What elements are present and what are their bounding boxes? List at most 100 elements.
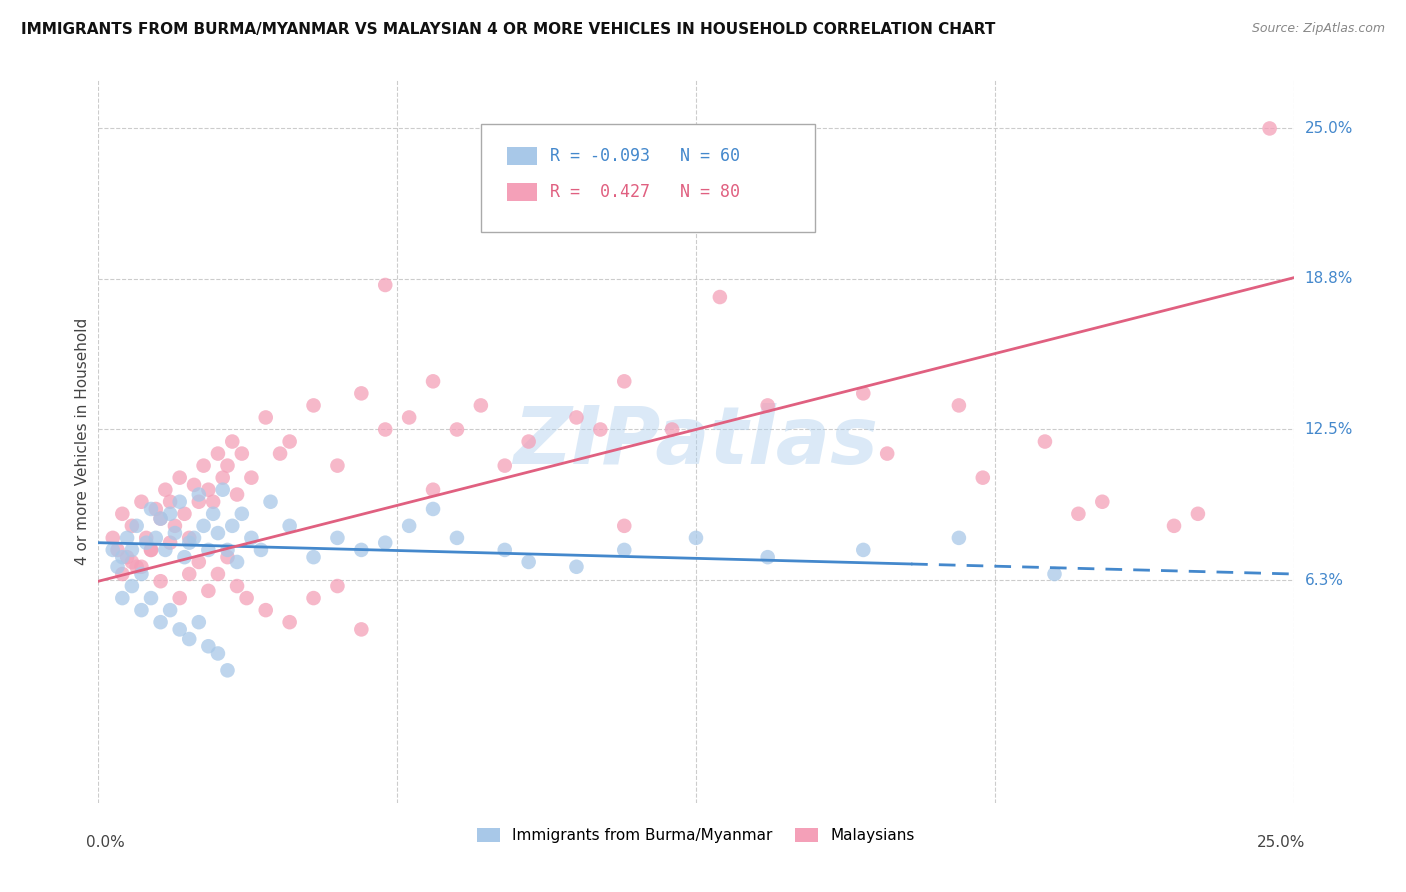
Point [422, 374, 444, 388]
Point [226, 555, 249, 569]
Point [1258, 121, 1281, 136]
Point [326, 458, 349, 473]
Point [517, 434, 540, 449]
Text: 25.0%: 25.0% [1257, 835, 1306, 850]
Point [589, 422, 612, 436]
Point [163, 518, 186, 533]
Point [350, 623, 373, 637]
Point [250, 542, 273, 557]
Point [149, 511, 172, 525]
Point [207, 446, 229, 460]
Point [101, 531, 124, 545]
Point [131, 567, 153, 582]
Text: Source: ZipAtlas.com: Source: ZipAtlas.com [1251, 22, 1385, 36]
Point [125, 559, 148, 574]
Point [1187, 507, 1209, 521]
Point [187, 615, 209, 630]
Point [187, 555, 209, 569]
Point [326, 531, 349, 545]
Point [613, 542, 636, 557]
Point [145, 502, 167, 516]
Point [131, 603, 153, 617]
Point [163, 526, 186, 541]
Point [326, 579, 349, 593]
Point [183, 478, 205, 492]
Point [197, 583, 219, 598]
Point [107, 542, 129, 557]
Text: R = -0.093   N = 60: R = -0.093 N = 60 [550, 147, 740, 165]
Point [217, 542, 239, 557]
Legend: Immigrants from Burma/Myanmar, Malaysians: Immigrants from Burma/Myanmar, Malaysian… [471, 822, 921, 849]
Point [852, 542, 875, 557]
Point [125, 518, 148, 533]
Point [217, 550, 239, 565]
Point [374, 277, 396, 292]
Point [446, 531, 468, 545]
Point [972, 470, 994, 484]
Point [183, 531, 205, 545]
Point [197, 639, 219, 653]
Point [565, 410, 588, 425]
Point [145, 531, 167, 545]
Point [494, 542, 516, 557]
Point [211, 470, 233, 484]
Point [121, 579, 143, 593]
Point [187, 494, 209, 508]
Point [159, 507, 181, 521]
Point [155, 483, 177, 497]
Point [193, 518, 215, 533]
Point [254, 410, 277, 425]
Point [159, 535, 181, 549]
Point [948, 531, 970, 545]
Point [240, 531, 263, 545]
Point [173, 550, 195, 565]
Text: R =  0.427   N = 80: R = 0.427 N = 80 [550, 183, 740, 202]
Point [685, 531, 707, 545]
Point [169, 623, 191, 637]
Point [159, 603, 181, 617]
Point [240, 470, 263, 484]
Point [207, 647, 229, 661]
Text: IMMIGRANTS FROM BURMA/MYANMAR VS MALAYSIAN 4 OR MORE VEHICLES IN HOUSEHOLD CORRE: IMMIGRANTS FROM BURMA/MYANMAR VS MALAYSI… [21, 22, 995, 37]
Point [149, 574, 172, 589]
FancyBboxPatch shape [508, 147, 537, 165]
Point [149, 511, 172, 525]
Point [155, 542, 177, 557]
Point [302, 398, 325, 412]
Point [111, 507, 134, 521]
Point [231, 507, 253, 521]
Point [422, 502, 444, 516]
Point [226, 487, 249, 501]
Point [197, 483, 219, 497]
Point [1163, 518, 1185, 533]
Point [278, 518, 301, 533]
Point [756, 398, 779, 412]
Point [169, 494, 191, 508]
Point [121, 555, 143, 569]
FancyBboxPatch shape [508, 183, 537, 202]
Point [202, 494, 225, 508]
Point [374, 535, 396, 549]
Point [173, 507, 195, 521]
Point [422, 483, 444, 497]
Point [398, 410, 420, 425]
Point [446, 422, 468, 436]
Point [350, 386, 373, 401]
Point [149, 615, 172, 630]
Point [211, 483, 233, 497]
Point [948, 398, 970, 412]
Point [135, 531, 157, 545]
Point [221, 518, 243, 533]
Point [207, 526, 229, 541]
Point [111, 567, 134, 582]
Point [259, 494, 281, 508]
Text: 0.0%: 0.0% [87, 835, 125, 850]
Point [115, 550, 138, 565]
Point [169, 470, 191, 484]
Point [876, 446, 898, 460]
Y-axis label: 4 or more Vehicles in Household: 4 or more Vehicles in Household [75, 318, 90, 566]
Text: ZIPatlas: ZIPatlas [513, 402, 879, 481]
Point [179, 531, 201, 545]
Point [107, 559, 129, 574]
Point [135, 535, 157, 549]
